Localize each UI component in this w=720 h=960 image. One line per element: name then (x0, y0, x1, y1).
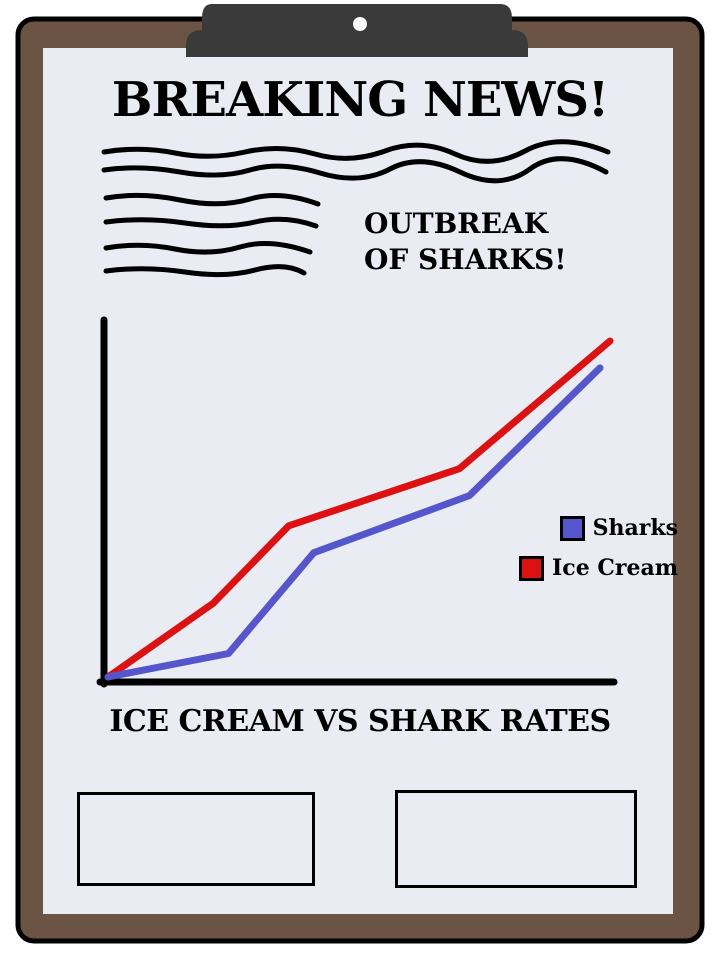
subheadline-line-1: OUTBREAK (364, 207, 548, 240)
legend-item-sharks: Sharks (478, 508, 678, 548)
series-line-sharks (104, 364, 604, 681)
chart-legend: Sharks Ice Cream (478, 508, 678, 588)
empty-panel-right (395, 790, 637, 888)
legend-item-ice-cream: Ice Cream (478, 548, 678, 588)
empty-panel-left (77, 792, 315, 886)
series-line-ice-cream (104, 337, 614, 681)
headline: BREAKING NEWS! (111, 72, 609, 128)
chart-title: ICE CREAM VS SHARK RATES (109, 704, 611, 739)
legend-swatch-ice-cream (519, 555, 545, 581)
subheadline: OUTBREAK OF SHARKS! (364, 206, 664, 278)
legend-label-ice-cream: Ice Cream (552, 555, 678, 581)
legend-label-sharks: Sharks (592, 515, 678, 541)
subheadline-line-2: OF SHARKS! (364, 243, 567, 276)
clip-hole (353, 17, 367, 31)
line-chart (96, 316, 618, 688)
newspaper-sheet (43, 48, 673, 914)
legend-swatch-sharks (559, 515, 585, 541)
clipboard-clip (186, 4, 528, 57)
article-text-scribbles (101, 139, 611, 278)
